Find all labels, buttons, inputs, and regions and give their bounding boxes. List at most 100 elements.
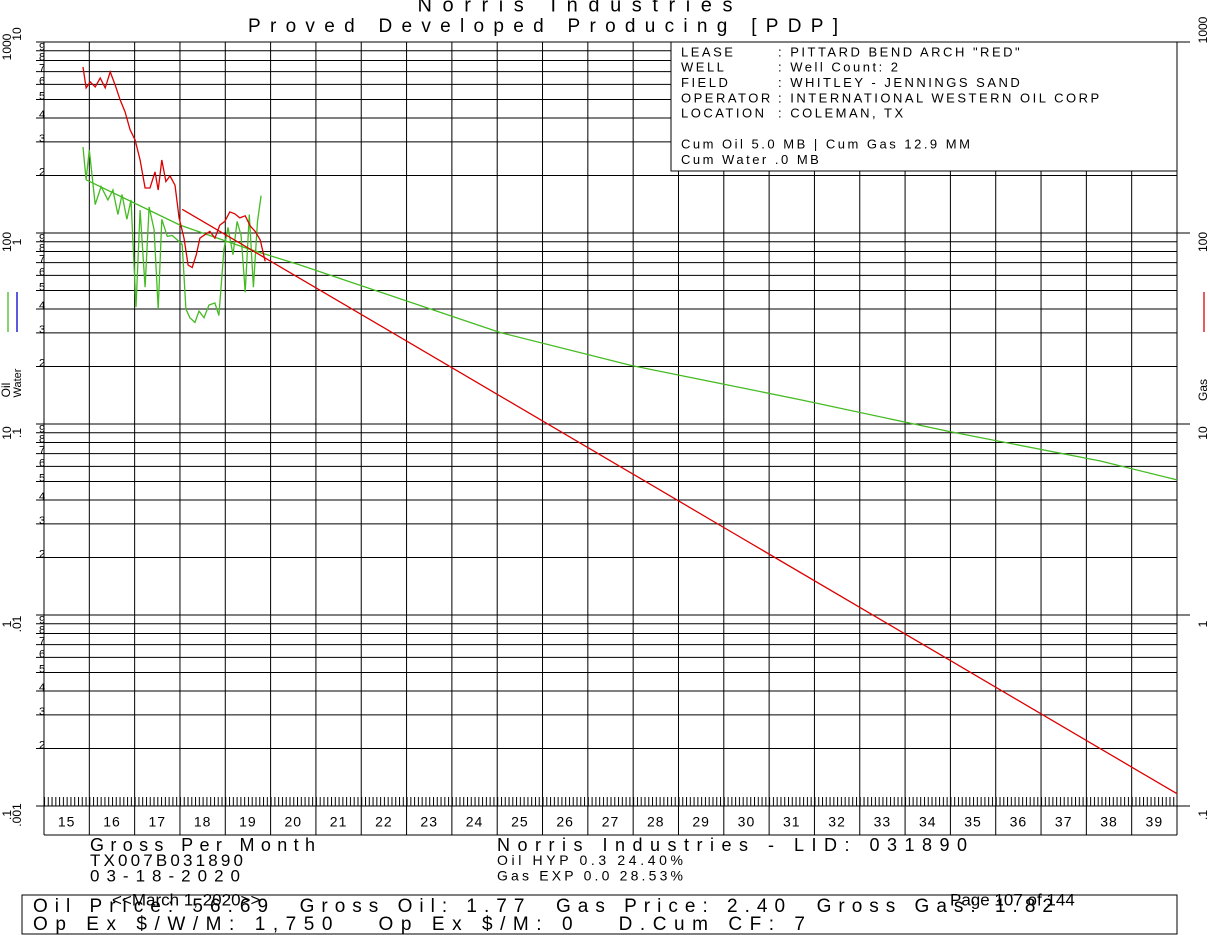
x-tick-label: 21	[330, 814, 348, 830]
info-key: FIELD	[681, 75, 730, 90]
info-key: OPERATOR	[681, 90, 773, 105]
y-tick-label: 10	[0, 426, 14, 440]
minor-tick-label: 6	[39, 648, 45, 660]
overlay-date: <<March 1, 2020>>	[112, 890, 260, 909]
x-tick-label: 28	[647, 814, 665, 830]
footer-box	[21, 894, 1178, 935]
y-axis-label: Oil	[0, 383, 13, 398]
minor-tick-label: 5	[39, 472, 45, 484]
minor-tick-label: 8	[39, 624, 45, 636]
forecast-line	[181, 208, 1178, 795]
water-tick-label: .1	[10, 428, 24, 438]
x-tick-label: 38	[1100, 814, 1118, 830]
y2-tick-label: .1	[1196, 810, 1210, 820]
x-tick-label: 35	[964, 814, 982, 830]
x-tick-label: 22	[375, 814, 393, 830]
minor-tick-label: 9	[39, 424, 45, 436]
x-tick-label: 25	[511, 814, 529, 830]
x-tick-label: 34	[919, 814, 937, 830]
info-key: LOCATION	[681, 106, 767, 121]
center-note: Gas EXP 0.0 28.53%	[497, 868, 683, 884]
minor-tick-label: 2	[39, 739, 45, 751]
y2-tick-label: 10	[1196, 426, 1210, 440]
info-key: LEASE	[681, 44, 735, 59]
x-tick-label: 27	[602, 814, 620, 830]
y-tick-label: 100	[0, 232, 14, 252]
y-tick-label: .1	[0, 810, 14, 820]
minor-tick-label: 3	[39, 133, 45, 145]
x-tick-label: 16	[103, 814, 121, 830]
minor-tick-label: 8	[39, 242, 45, 254]
minor-tick-label: 4	[39, 491, 45, 503]
history-line	[82, 66, 266, 269]
minor-tick-label: 7	[39, 253, 45, 265]
y-tick-label: 1000	[0, 33, 14, 60]
info: LEASE : PITTARD BEND ARCH "RED" WELL : Well…	[681, 44, 1099, 167]
y2-tick-label: 1000	[1196, 16, 1210, 43]
water-tick-label: 10	[10, 27, 24, 41]
cum-line: Cum Oil 5.0 MB | Cum Gas 12.9 MM	[681, 136, 972, 151]
y2-axis-label: Gas	[1196, 379, 1210, 401]
minor-tick-label: 4	[39, 109, 45, 121]
minor-tick-label: 5	[39, 663, 45, 675]
cum-line: Cum Water .0 MB	[681, 152, 821, 167]
x-tick-label: 32	[828, 814, 846, 830]
x-tick-label: 24	[466, 814, 484, 830]
center-note: Oil HYP 0.3 24.40%	[497, 852, 683, 868]
grid: 15 16 17 18 19 20 21 22 23 24 25 26 27 28 29 30 31 32 33 34…	[0, 16, 1210, 836]
x-tick-label: 26	[556, 814, 574, 830]
x-tick-label: 39	[1146, 814, 1164, 830]
x-tick-label: 15	[58, 814, 76, 830]
minor-tick-label: 8	[39, 51, 45, 63]
minor-tick-label: 7	[39, 444, 45, 456]
x-tick-label: 20	[284, 814, 302, 830]
chart-title: Norris Industries	[418, 0, 733, 16]
plot-marks	[82, 66, 1178, 795]
x-tick-label: 30	[738, 814, 756, 830]
minor-tick-label: 9	[39, 233, 45, 245]
info-value: : Well Count: 2	[778, 60, 901, 75]
x-tick-label: 18	[194, 814, 212, 830]
info-box	[670, 41, 1178, 172]
info-key: WELL	[681, 60, 726, 75]
minor-tick-label: 5	[39, 281, 45, 293]
y2-tick-label: 1	[1196, 620, 1210, 627]
minor-tick-label: 7	[39, 635, 45, 647]
x-tick-label: 33	[874, 814, 892, 830]
x-tick-label: 29	[692, 814, 710, 830]
x-tick-label: 36	[1010, 814, 1028, 830]
minor-tick-label: 5	[39, 90, 45, 102]
water-tick-label: .001	[10, 803, 24, 827]
minor-tick-label: 9	[39, 42, 45, 54]
info-value: : PITTARD BEND ARCH "RED"	[778, 44, 1022, 59]
minor-tick-label: 4	[39, 300, 45, 312]
x-tick-label: 17	[149, 814, 167, 830]
info-value: : COLEMAN, TX	[778, 106, 906, 121]
minor-tick-label: 4	[39, 682, 45, 694]
water-axis-label: Water	[12, 368, 24, 397]
month-ruler	[44, 797, 1177, 806]
minor-tick-label: 9	[39, 615, 45, 627]
minor-tick-label: 2	[39, 357, 45, 369]
minor-tick-label: 7	[39, 62, 45, 74]
minor-tick-label: 6	[39, 75, 45, 87]
y-tick-label: 1	[0, 620, 14, 627]
water-tick-label: .01	[10, 615, 24, 632]
x-tick-label: 19	[239, 814, 257, 830]
history-line	[82, 146, 262, 324]
info-value: : WHITLEY - JENNINGS SAND	[778, 75, 1022, 90]
minor-tick-label: 2	[39, 166, 45, 178]
page-number: Page 107 of 144	[950, 890, 1075, 909]
minor-tick-label: 8	[39, 433, 45, 445]
x-tick-label: 31	[783, 814, 801, 830]
minor-tick-label: 3	[39, 515, 45, 527]
minor-tick-label: 6	[39, 266, 45, 278]
x-tick-label: 23	[420, 814, 438, 830]
minor-tick-label: 3	[39, 324, 45, 336]
minor-tick-label: 2	[39, 548, 45, 560]
minor-tick-label: 6	[39, 457, 45, 469]
y2-tick-label: 100	[1196, 232, 1210, 252]
x-tick-label: 37	[1055, 814, 1073, 830]
minor-tick-label: 3	[39, 706, 45, 718]
